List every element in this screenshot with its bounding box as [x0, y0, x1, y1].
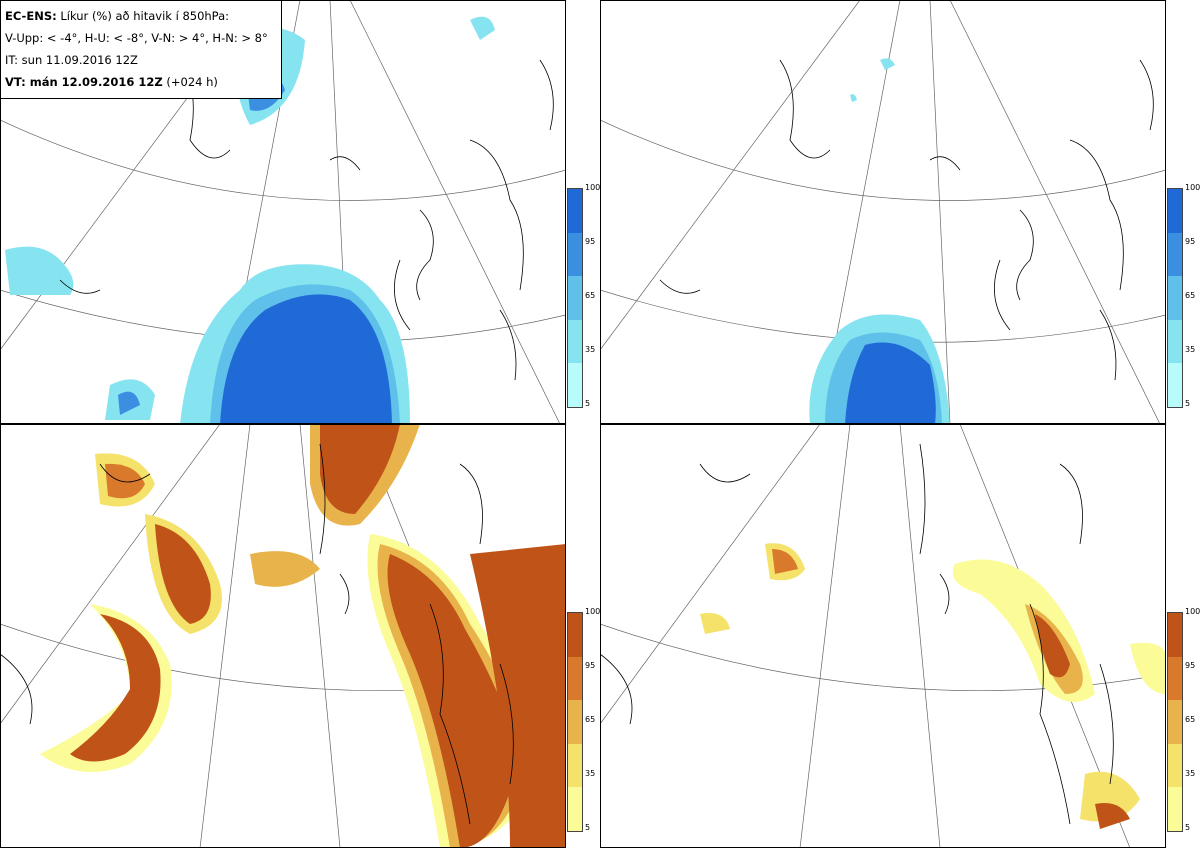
map-panel-cold-extreme — [600, 0, 1166, 424]
map-panel-warm-extreme — [600, 424, 1166, 848]
colorbar-segment — [568, 363, 582, 407]
colorbar-tick-label: 5 — [585, 823, 591, 832]
colorbar-tick-label: 65 — [585, 291, 596, 300]
colorbar-segment — [1168, 743, 1182, 788]
colorbar-tick-label: 95 — [585, 661, 596, 670]
legend-valid-time: VT: mán 12.09.2016 12Z — [5, 75, 163, 89]
coastlines — [600, 443, 1114, 825]
colorbar-tick-label: 35 — [1185, 345, 1196, 354]
probability-field — [5, 16, 495, 424]
colorbar-segment — [1168, 189, 1182, 233]
colorbar-segment — [568, 276, 582, 320]
colorbar-segment — [1168, 787, 1182, 831]
colorbar-segment — [568, 656, 582, 701]
colorbar-segment — [1168, 232, 1182, 277]
colorbar-tick-label: 35 — [585, 769, 596, 778]
coastlines — [659, 59, 1154, 381]
colorbar-cold — [1167, 188, 1183, 408]
map-panel-warm-moderate — [0, 424, 566, 848]
colorbar-tick-label: 65 — [1185, 291, 1196, 300]
map-canvas — [600, 0, 1166, 424]
colorbar-tick-label: 100 — [585, 607, 601, 616]
coastlines — [0, 443, 514, 825]
legend-thresholds: V-Upp: < -4°, H-U: < -8°, V-N: > 4°, H-N… — [5, 31, 268, 45]
colorbar-warm — [1167, 612, 1183, 832]
legend-title: Líkur (%) að hitavik í 850hPa: — [60, 9, 230, 23]
colorbar-segment — [1168, 613, 1182, 657]
colorbar-tick-label: 65 — [585, 715, 596, 724]
colorbar-segment — [568, 700, 582, 744]
colorbar-segment — [1168, 276, 1182, 320]
colorbar-tick-label: 5 — [585, 399, 591, 408]
map-canvas — [0, 0, 566, 424]
colorbar-segment — [568, 319, 582, 364]
colorbar-tick-label: 95 — [585, 237, 596, 246]
colorbar-tick-label: 35 — [585, 345, 596, 354]
colorbar-tick-label: 5 — [1185, 399, 1191, 408]
colorbar-segment — [568, 613, 582, 657]
colorbar-segment — [1168, 700, 1182, 744]
colorbar-tick-label: 100 — [1185, 607, 1200, 616]
probability-field — [809, 58, 950, 424]
map-legend: EC-ENS: Líkur (%) að hitavik í 850hPa: V… — [0, 0, 282, 99]
colorbar-segment — [568, 232, 582, 277]
colorbar-segment — [568, 743, 582, 788]
colorbar-segment — [1168, 656, 1182, 701]
map-canvas — [600, 424, 1166, 848]
probability-field — [40, 424, 566, 848]
legend-model: EC-ENS: — [5, 9, 57, 23]
colorbar-segment — [1168, 363, 1182, 407]
colorbar-tick-label: 95 — [1185, 661, 1196, 670]
colorbar-segment — [568, 189, 582, 233]
probability-field — [700, 543, 1166, 829]
colorbar-tick-label: 95 — [1185, 237, 1196, 246]
colorbar-tick-label: 5 — [1185, 823, 1191, 832]
map-canvas — [0, 424, 566, 848]
colorbar-tick-label: 100 — [1185, 183, 1200, 192]
colorbar-segment — [1168, 319, 1182, 364]
map-panel-cold-moderate: EC-ENS: Líkur (%) að hitavik í 850hPa: V… — [0, 0, 566, 424]
colorbar-tick-label: 35 — [1185, 769, 1196, 778]
legend-init-time: IT: sun 11.09.2016 12Z — [5, 53, 138, 67]
colorbar-tick-label: 100 — [585, 183, 601, 192]
colorbar-segment — [568, 787, 582, 831]
colorbar-cold — [567, 188, 583, 408]
colorbar-tick-label: 65 — [1185, 715, 1196, 724]
colorbar-warm — [567, 612, 583, 832]
graticule — [600, 424, 1166, 848]
legend-lead: (+024 h) — [166, 75, 218, 89]
